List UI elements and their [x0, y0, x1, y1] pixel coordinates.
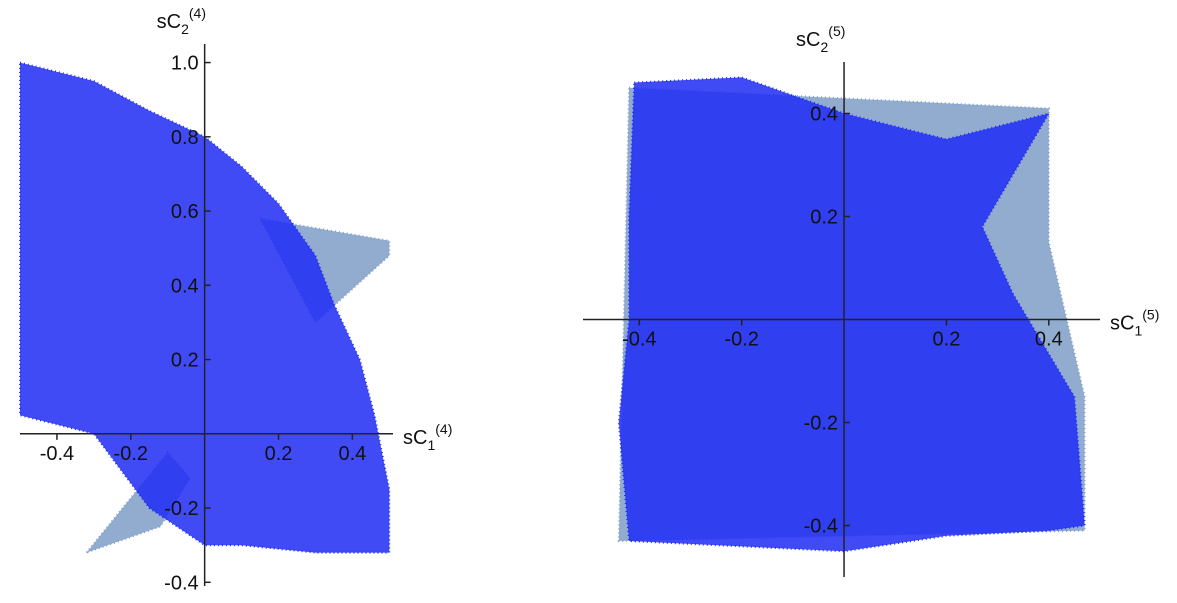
- chart: -0.4 -0.2 0.2 0.4-0.4-0.20.20.40.60.81.0sC1…: [19, 5, 452, 594]
- label-sub: 2: [821, 39, 829, 55]
- y-tick-label: -0.2: [164, 498, 198, 520]
- y-tick-label: 0.6: [171, 201, 199, 223]
- label-sup: (5): [1142, 307, 1159, 323]
- label-base: sC: [1110, 313, 1134, 335]
- ylabel-label: sC2(5): [796, 23, 845, 55]
- x-tick-label: -0.2: [114, 443, 148, 465]
- label-sup: (4): [435, 421, 452, 437]
- label-base: sC: [157, 11, 181, 33]
- x-tick-label: 0.2: [933, 329, 961, 351]
- point-cloud: [617, 76, 1086, 553]
- label-sup: (5): [828, 23, 845, 39]
- label-base: sC: [403, 427, 427, 449]
- x-tick-label: 0.4: [338, 443, 366, 465]
- y-tick-label: 1.0: [171, 53, 199, 75]
- xlabel-label: sC1(5): [1110, 307, 1159, 339]
- x-tick-label: -0.4: [622, 329, 656, 351]
- x-tick-label: -0.2: [724, 329, 758, 351]
- x-tick-label: 0.2: [265, 443, 293, 465]
- x-tick-label: -0.4: [40, 443, 74, 465]
- x-tick-label: 0.4: [1035, 329, 1063, 351]
- y-tick-label: 0.4: [171, 275, 199, 297]
- label-base: sC: [796, 29, 820, 51]
- label-sup: (4): [189, 5, 206, 21]
- y-tick-label: -0.4: [804, 516, 838, 538]
- ylabel-label: sC2(4): [157, 5, 206, 37]
- label-sub: 2: [181, 21, 189, 37]
- xlabel-label: sC1(4): [403, 421, 452, 453]
- y-tick-label: 0.8: [171, 127, 199, 149]
- y-tick-label: 0.2: [171, 350, 199, 372]
- y-tick-label: -0.2: [804, 413, 838, 435]
- y-tick-label: -0.4: [164, 572, 198, 594]
- label-sub: 1: [1134, 323, 1142, 339]
- label-sub: 1: [427, 437, 435, 453]
- y-tick-label: 0.2: [810, 207, 838, 229]
- y-tick-label: 0.4: [810, 104, 838, 126]
